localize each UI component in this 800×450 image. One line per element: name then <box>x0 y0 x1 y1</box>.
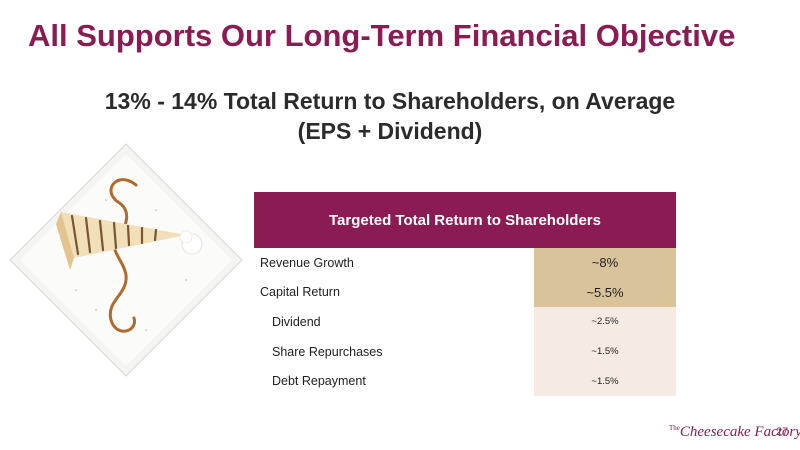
return-targets-table: Targeted Total Return to Shareholders Re… <box>254 192 676 396</box>
subtitle-line-2: (EPS + Dividend) <box>297 118 483 144</box>
company-logo: TheCheesecake Factory <box>669 424 800 441</box>
cheesecake-photo <box>9 143 243 377</box>
row-value: ~8% <box>534 248 676 278</box>
row-label: Capital Return <box>254 277 534 308</box>
table-row: Dividend ~2.5% <box>254 307 676 337</box>
row-value: ~1.5% <box>534 336 676 367</box>
slide-title: All Supports Our Long-Term Financial Obj… <box>28 18 736 53</box>
row-label: Dividend <box>254 307 534 337</box>
slide-subtitle: 13% - 14% Total Return to Shareholders, … <box>60 86 720 146</box>
table-row: Capital Return ~5.5% <box>254 277 676 308</box>
row-value: ~5.5% <box>534 277 676 308</box>
row-label: Share Repurchases <box>254 336 534 367</box>
row-label: Revenue Growth <box>254 248 534 278</box>
logo-text: Cheesecake Factory <box>679 424 800 440</box>
page-number: 27 <box>776 426 789 438</box>
table-header: Targeted Total Return to Shareholders <box>254 192 676 248</box>
row-value: ~1.5% <box>534 366 676 396</box>
logo-small-text: The <box>669 424 680 432</box>
table-row: Share Repurchases ~1.5% <box>254 336 676 367</box>
subtitle-line-1: 13% - 14% Total Return to Shareholders, … <box>104 88 676 114</box>
table-row: Revenue Growth ~8% <box>254 248 676 278</box>
row-label: Debt Repayment <box>254 366 534 396</box>
table-row: Debt Repayment ~1.5% <box>254 366 676 396</box>
row-value: ~2.5% <box>534 307 676 337</box>
